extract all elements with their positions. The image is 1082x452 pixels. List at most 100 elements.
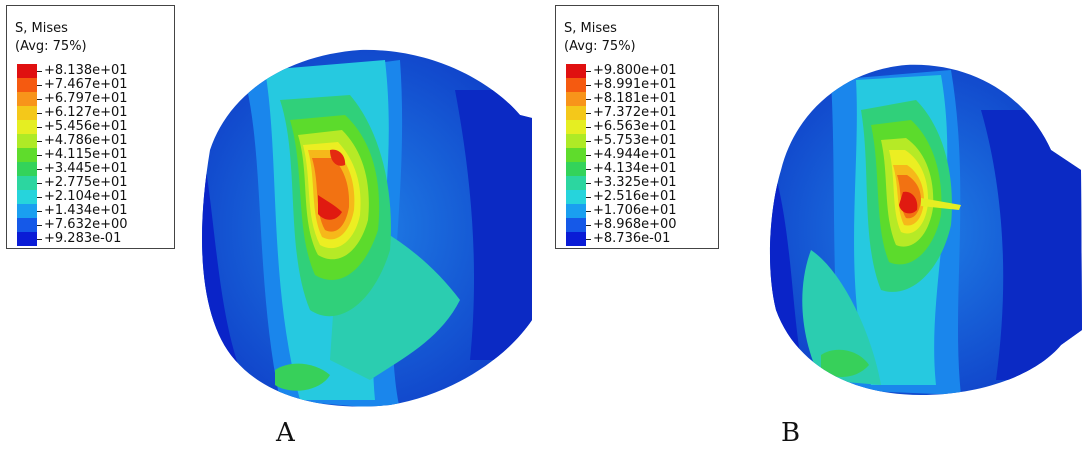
legend-value: +6.127e+01 (44, 105, 128, 120)
legend-swatch (17, 92, 37, 106)
legend-entry: +8.968e+00 (566, 217, 746, 232)
legend-entry: +4.134e+01 (566, 161, 746, 176)
legend-tick (37, 183, 42, 184)
legend-value: +2.104e+01 (44, 189, 128, 204)
legend-value: +8.138e+01 (44, 63, 128, 78)
legend-value: +9.283e-01 (44, 231, 122, 246)
legend-value: +2.516e+01 (593, 189, 677, 204)
legend-entry: +1.434e+01 (17, 203, 197, 218)
legend-tick (37, 211, 42, 212)
legend-value: +5.753e+01 (593, 133, 677, 148)
legend-swatch (566, 218, 586, 232)
legend-swatch (566, 78, 586, 92)
legend-entry: +6.563e+01 (566, 119, 746, 134)
legend-swatch (566, 162, 586, 176)
legend-entry: +5.753e+01 (566, 133, 746, 148)
stress-contour-render-b (769, 64, 1082, 396)
legend-value: +3.325e+01 (593, 175, 677, 190)
legend-value: +7.632e+00 (44, 217, 128, 232)
legend-entry: +7.372e+01 (566, 105, 746, 120)
legend-swatch (17, 148, 37, 162)
legend-entry: +2.104e+01 (17, 189, 197, 204)
legend-swatch (17, 232, 37, 246)
legend-swatch (566, 232, 586, 246)
legend-tick (37, 127, 42, 128)
legend-entry: +4.115e+01 (17, 147, 197, 162)
legend-swatch (17, 134, 37, 148)
legend-tick (37, 197, 42, 198)
legend-entry: +5.456e+01 (17, 119, 197, 134)
legend-value: +8.181e+01 (593, 91, 677, 106)
legend-entry: +9.800e+01 (566, 63, 746, 78)
legend-entry: +1.706e+01 (566, 203, 746, 218)
legend-swatch (17, 78, 37, 92)
legend-a: S, Mises (Avg: 75%) +8.138e+01 +7.467e+01… (6, 5, 175, 249)
legend-swatch (17, 162, 37, 176)
legend-entry: +2.516e+01 (566, 189, 746, 204)
legend-entry: +8.991e+01 (566, 77, 746, 92)
legend-tick (586, 113, 591, 114)
legend-tick (37, 239, 42, 240)
panel-label-a: A (276, 418, 295, 448)
legend-entry: +7.467e+01 (17, 77, 197, 92)
legend-subtitle: (Avg: 75%) (564, 39, 636, 54)
legend-swatch (566, 134, 586, 148)
legend-swatch (17, 218, 37, 232)
legend-tick (37, 71, 42, 72)
legend-value: +3.445e+01 (44, 161, 128, 176)
legend-entry: +7.632e+00 (17, 217, 197, 232)
legend-swatch (566, 148, 586, 162)
legend-tick (586, 239, 591, 240)
legend-tick (37, 113, 42, 114)
legend-swatch (566, 204, 586, 218)
legend-value: +7.467e+01 (44, 77, 128, 92)
legend-tick (586, 85, 591, 86)
legend-value: +4.115e+01 (44, 147, 128, 162)
legend-value: +4.134e+01 (593, 161, 677, 176)
legend-value: +4.786e+01 (44, 133, 128, 148)
legend-value: +2.775e+01 (44, 175, 128, 190)
legend-tick (37, 141, 42, 142)
legend-entry: +3.445e+01 (17, 161, 197, 176)
panel-a: S, Mises (Avg: 75%) +8.138e+01 +7.467e+01… (6, 5, 532, 448)
legend-tick (586, 99, 591, 100)
legend-swatch (17, 204, 37, 218)
legend-swatch (566, 106, 586, 120)
legend-entry: +3.325e+01 (566, 175, 746, 190)
legend-swatch (17, 120, 37, 134)
legend-title: S, Mises (15, 21, 68, 36)
legend-tick (586, 197, 591, 198)
panel-b: S, Mises (Avg: 75%) +9.800e+01 +8.991e+01… (541, 0, 1082, 452)
legend-value: +8.736e-01 (593, 231, 671, 246)
legend-entry: +4.786e+01 (17, 133, 197, 148)
legend-swatch (17, 190, 37, 204)
legend-tick (586, 183, 591, 184)
legend-swatch (17, 106, 37, 120)
legend-b: S, Mises (Avg: 75%) +9.800e+01 +8.991e+01… (555, 5, 719, 249)
legend-subtitle: (Avg: 75%) (15, 39, 87, 54)
legend-entry: +8.181e+01 (566, 91, 746, 106)
legend-value: +8.968e+00 (593, 217, 677, 232)
legend-entry: +2.775e+01 (17, 175, 197, 190)
legend-tick (586, 141, 591, 142)
legend-swatch (566, 92, 586, 106)
legend-tick (37, 85, 42, 86)
legend-value: +9.800e+01 (593, 63, 677, 78)
legend-tick (37, 99, 42, 100)
legend-value: +8.991e+01 (593, 77, 677, 92)
legend-value: +1.434e+01 (44, 203, 128, 218)
stress-contour-render-a (202, 49, 532, 407)
legend-entry: +6.797e+01 (17, 91, 197, 106)
legend-entry: +9.283e-01 (17, 231, 197, 246)
legend-value: +1.706e+01 (593, 203, 677, 218)
legend-swatch (566, 176, 586, 190)
legend-entry: +8.138e+01 (17, 63, 197, 78)
legend-tick (37, 225, 42, 226)
legend-value: +5.456e+01 (44, 119, 128, 134)
legend-entry: +6.127e+01 (17, 105, 197, 120)
legend-tick (586, 225, 591, 226)
legend-entry: +4.944e+01 (566, 147, 746, 162)
legend-swatch (566, 190, 586, 204)
legend-tick (37, 169, 42, 170)
legend-swatch (17, 176, 37, 190)
